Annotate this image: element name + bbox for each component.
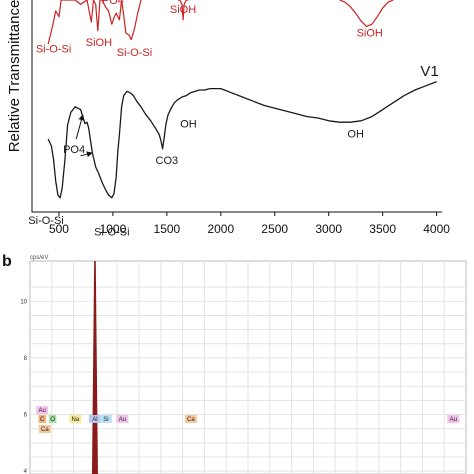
annotation-label: SiOH: [357, 28, 383, 40]
panel-a-ylabel: Relative Transmittance: [6, 0, 23, 152]
x-tick-label: 2500: [261, 222, 288, 236]
annotation-label: OH: [180, 119, 197, 131]
panel-b-y-unit: cps/eV: [30, 255, 48, 261]
x-tick-label: 1000: [100, 222, 127, 236]
x-tick-label: 500: [49, 222, 69, 236]
annotation-label: Si-O-Si: [94, 226, 129, 238]
element-label: O: [50, 417, 55, 423]
x-tick-label: 2000: [207, 222, 234, 236]
element-label: Si: [103, 417, 108, 423]
element-label-box: [447, 415, 460, 423]
annotation-label: OH: [347, 128, 364, 140]
element-label: Na: [72, 417, 80, 423]
red-spectrum-line: [339, 0, 394, 27]
annotation-label: Si-O-Si: [117, 47, 152, 59]
y-tick-label: 6: [24, 413, 28, 419]
element-label-box: [99, 415, 112, 423]
element-label-box: [36, 406, 49, 414]
element-label-box: [38, 425, 51, 433]
y-tick-label: 4: [24, 469, 28, 474]
element-label-box: [38, 415, 46, 423]
panel-b-label: b: [2, 253, 12, 270]
annotation-label: CO3: [156, 155, 179, 167]
element-label: C: [40, 417, 45, 423]
annotation-label: SiOH: [170, 4, 196, 16]
element-label-box: [48, 415, 57, 423]
red-spectrum-line: [47, 0, 142, 45]
annotation-label: PO4: [102, 0, 124, 7]
element-label: Ca: [41, 427, 49, 433]
x-tick-label: 4000: [423, 222, 450, 236]
v1-spectrum-line: [47, 80, 437, 199]
panel-a-axis-frame: [31, 0, 442, 213]
y-tick-label: 10: [20, 299, 27, 305]
panel-a-ftir-chart: Relative Transmittance 500 1000 1500 2000 25…: [6, 0, 450, 238]
annotation-label: Si-O-Si: [36, 43, 71, 55]
x-tick-label: 3000: [315, 222, 342, 236]
element-label-box: [69, 415, 82, 423]
annotation-label: PO4: [63, 144, 85, 156]
annotation-arrow: [75, 114, 85, 140]
element-label: Au: [119, 417, 126, 423]
element-label: Au: [450, 417, 457, 423]
annotation-label: SiOH: [86, 37, 112, 49]
element-label: Au: [39, 408, 46, 414]
x-tick-label: 1500: [154, 222, 181, 236]
y-tick-label: 8: [24, 356, 28, 362]
element-label: Ca: [187, 417, 195, 423]
element-label-box: [116, 415, 129, 423]
element-label: Al: [92, 417, 97, 423]
x-tick-label: 3500: [369, 222, 396, 236]
red-spectrum-line: [177, 0, 189, 21]
element-label-box: [184, 415, 197, 423]
element-label-box: [88, 415, 101, 423]
annotation-label: V1: [420, 63, 438, 80]
annotation-label: Si-O-Si: [28, 215, 63, 227]
annotation-arrow: [80, 151, 93, 158]
